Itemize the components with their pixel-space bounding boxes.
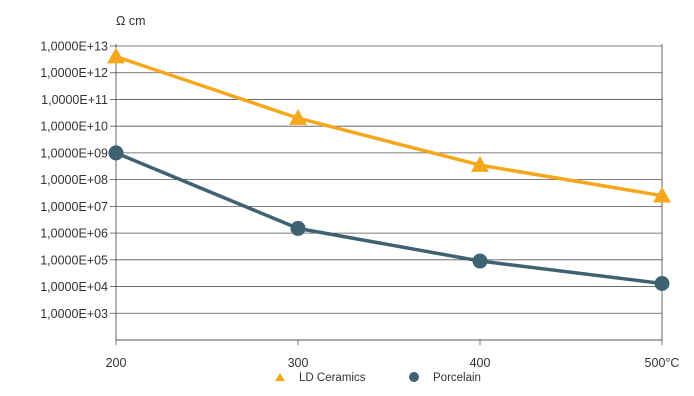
legend-triangle-icon xyxy=(275,373,285,381)
data-point xyxy=(471,156,489,172)
y-tick-label: 1,0000E+09 xyxy=(40,146,108,160)
series-layer xyxy=(107,47,671,292)
series-line xyxy=(115,54,663,198)
x-tick-label: 400 xyxy=(470,356,491,370)
data-point xyxy=(108,145,124,161)
x-tick-label: 500°C xyxy=(645,356,680,370)
y-tick-label: 1,0000E+11 xyxy=(41,93,108,107)
x-tick-labels: 200 300 400 500°C xyxy=(106,356,680,370)
y-tick-label: 1,0000E+05 xyxy=(40,253,108,267)
data-point xyxy=(472,253,488,269)
legend-label: Porcelain xyxy=(433,372,481,384)
legend: LD Ceramics Porcelain xyxy=(275,372,481,384)
y-axis-unit-label: Ω cm xyxy=(116,14,145,28)
y-tick-label: 1,0000E+06 xyxy=(40,227,108,241)
y-tick-label: 1,0000E+04 xyxy=(40,280,108,294)
y-tick-labels: 1,0000E+13 1,0000E+12 1,0000E+11 1,0000E+10… xyxy=(40,40,108,321)
gridlines xyxy=(110,45,662,341)
data-point xyxy=(289,109,307,125)
axes xyxy=(115,44,663,345)
y-tick-label: 1,0000E+10 xyxy=(40,120,108,134)
x-tick-label: 300 xyxy=(288,356,309,370)
y-tick-label: 1,0000E+13 xyxy=(40,40,108,54)
data-point xyxy=(290,220,306,236)
x-tick-label: 200 xyxy=(106,356,127,370)
legend-item: LD Ceramics xyxy=(275,372,366,384)
data-point xyxy=(654,276,670,292)
series-ld-ceramics xyxy=(107,47,671,203)
series-porcelain xyxy=(108,145,670,292)
legend-circle-icon xyxy=(409,372,419,382)
series-line xyxy=(115,151,663,286)
legend-label: LD Ceramics xyxy=(299,372,366,384)
legend-item: Porcelain xyxy=(409,372,481,384)
data-point xyxy=(653,186,671,203)
y-tick-label: 1,0000E+12 xyxy=(40,66,108,80)
y-tick-label: 1,0000E+07 xyxy=(40,200,108,214)
y-tick-label: 1,0000E+03 xyxy=(40,307,108,321)
data-point xyxy=(107,47,125,64)
y-tick-label: 1,0000E+08 xyxy=(40,173,108,187)
